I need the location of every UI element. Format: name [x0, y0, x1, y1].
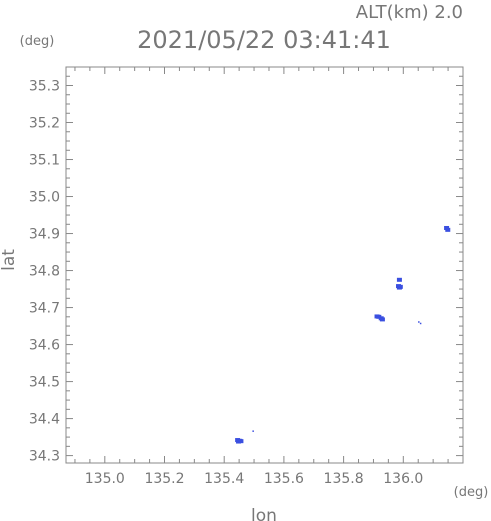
y-unit-label: (deg): [20, 34, 55, 49]
y-tick-label: 34.3: [29, 449, 60, 465]
x-tick-label: 136.0: [383, 471, 423, 487]
altitude-label: ALT(km) 2.0: [356, 2, 463, 23]
y-tick-label: 35.0: [29, 190, 60, 206]
data-point: [238, 439, 244, 444]
y-tick-label: 35.2: [29, 116, 60, 132]
x-tick-label: 135.6: [264, 471, 304, 487]
data-point: [445, 227, 451, 232]
y-tick-label: 34.4: [29, 412, 60, 428]
x-tick-label: 135.4: [204, 471, 244, 487]
y-tick-label: 34.7: [29, 301, 60, 317]
x-axis-label: lon: [251, 506, 277, 521]
data-point: [396, 285, 402, 290]
x-tick-label: 135.2: [144, 471, 184, 487]
y-axis-label: lat: [0, 249, 19, 271]
data-point: [252, 430, 254, 432]
plot-frame: [65, 66, 464, 464]
data-point: [419, 322, 422, 325]
y-tick-label: 35.3: [29, 79, 60, 95]
axis-ticks: 135.0 135.2 135.4 135.6 135.8 136.0 34.3 34.4 34…: [29, 66, 464, 487]
y-tick-label: 34.5: [29, 375, 60, 391]
y-tick-label: 34.9: [29, 227, 60, 243]
data-points: [235, 225, 451, 444]
y-tick-label: 35.1: [29, 153, 60, 169]
chart-title-timestamp: 2021/05/22 03:41:41: [137, 26, 391, 54]
y-tick-label: 34.6: [29, 338, 60, 354]
x-unit-label: (deg): [454, 485, 489, 500]
data-point: [396, 277, 402, 282]
x-tick-label: 135.8: [324, 471, 364, 487]
y-tick-label: 34.8: [29, 264, 60, 280]
data-point: [418, 321, 420, 323]
x-tick-label: 135.0: [85, 471, 125, 487]
data-point: [379, 317, 385, 322]
